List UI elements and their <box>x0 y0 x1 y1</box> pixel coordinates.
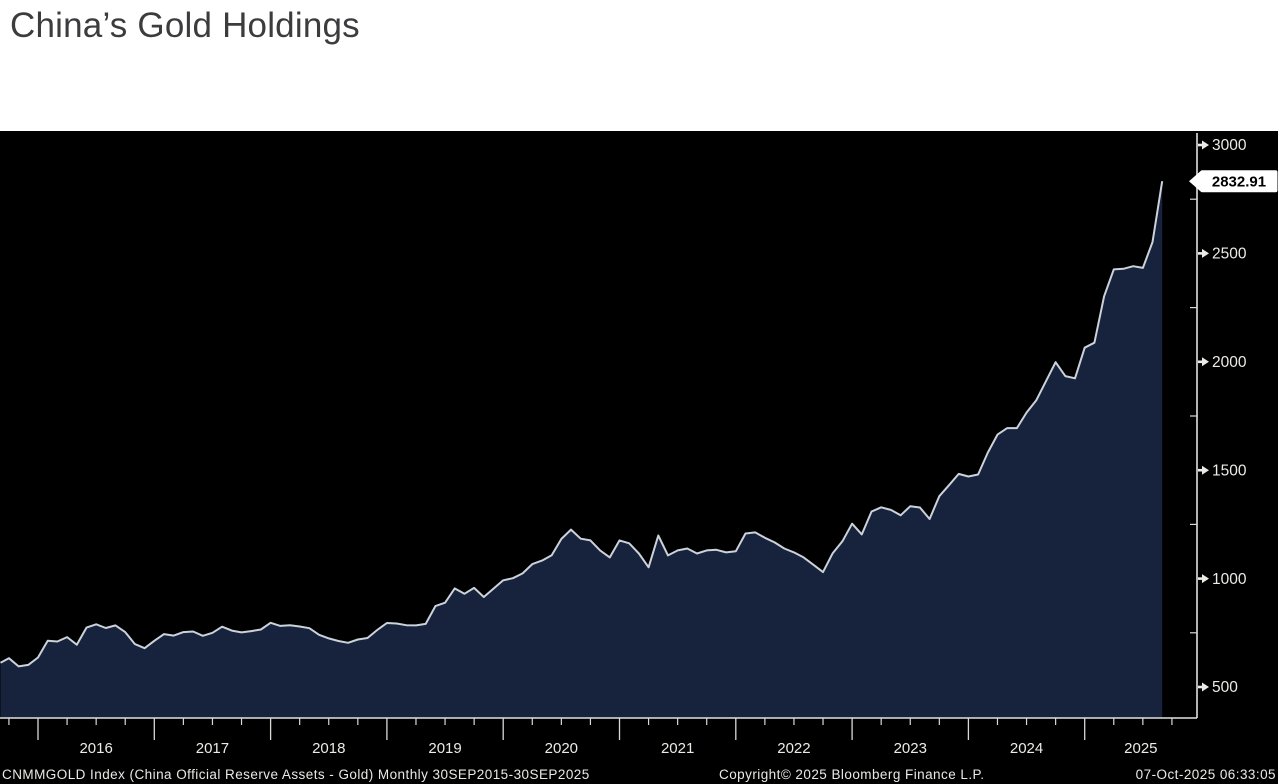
x-axis-year-label: 2018 <box>312 740 345 757</box>
x-axis-year-label: 2022 <box>777 740 810 757</box>
y-axis-tick-label: 2500 <box>1212 246 1247 263</box>
status-security-description: CNMMGOLD Index (China Official Reserve A… <box>2 767 590 782</box>
x-axis-year-label: 2025 <box>1124 740 1157 757</box>
y-axis-tick-label: 2000 <box>1212 354 1247 371</box>
x-axis-year-label: 2024 <box>1010 740 1043 757</box>
y-axis-tick-arrow-icon <box>1202 682 1209 692</box>
y-axis-tick-label: 3000 <box>1212 137 1247 154</box>
last-value-badge <box>1200 170 1278 193</box>
y-axis-tick-label: 1500 <box>1212 462 1247 479</box>
x-axis-year-label: 2023 <box>894 740 927 757</box>
last-value-label: 2832.91 <box>1212 174 1266 191</box>
x-axis-year-label: 2019 <box>428 740 461 757</box>
gold-holdings-area <box>0 181 1163 718</box>
y-axis-tick-arrow-icon <box>1202 465 1209 475</box>
y-axis-tick-arrow-icon <box>1202 574 1209 584</box>
y-axis-tick-arrow-icon <box>1202 357 1209 367</box>
y-axis-tick-label: 500 <box>1212 679 1238 696</box>
x-axis-year-label: 2017 <box>196 740 229 757</box>
status-copyright: Copyright© 2025 Bloomberg Finance L.P. <box>719 767 985 782</box>
x-axis-year-label: 2021 <box>661 740 694 757</box>
y-axis-tick-arrow-icon <box>1202 140 1209 150</box>
y-axis-tick-arrow-icon <box>1202 248 1209 258</box>
title-area: China’s Gold Holdings <box>0 0 1278 131</box>
x-axis-year-label: 2020 <box>545 740 578 757</box>
status-datetime: 07-Oct-2025 06:33:05 <box>1135 767 1276 782</box>
last-value-badge-pointer-icon <box>1189 170 1202 193</box>
x-axis-year-label: 2016 <box>79 740 112 757</box>
y-axis-tick-label: 1000 <box>1212 571 1247 588</box>
chart-panel: 2016 2017 2018 2019 2020 2021 2022 2023 2024 2025… <box>0 131 1278 784</box>
gold-holdings-line <box>0 181 1164 668</box>
status-bar: CNMMGOLD Index (China Official Reserve A… <box>0 764 1278 783</box>
chart-canvas[interactable]: 2016 2017 2018 2019 2020 2021 2022 2023 2024 2025… <box>0 131 1278 784</box>
page-title: China’s Gold Holdings <box>10 6 360 45</box>
